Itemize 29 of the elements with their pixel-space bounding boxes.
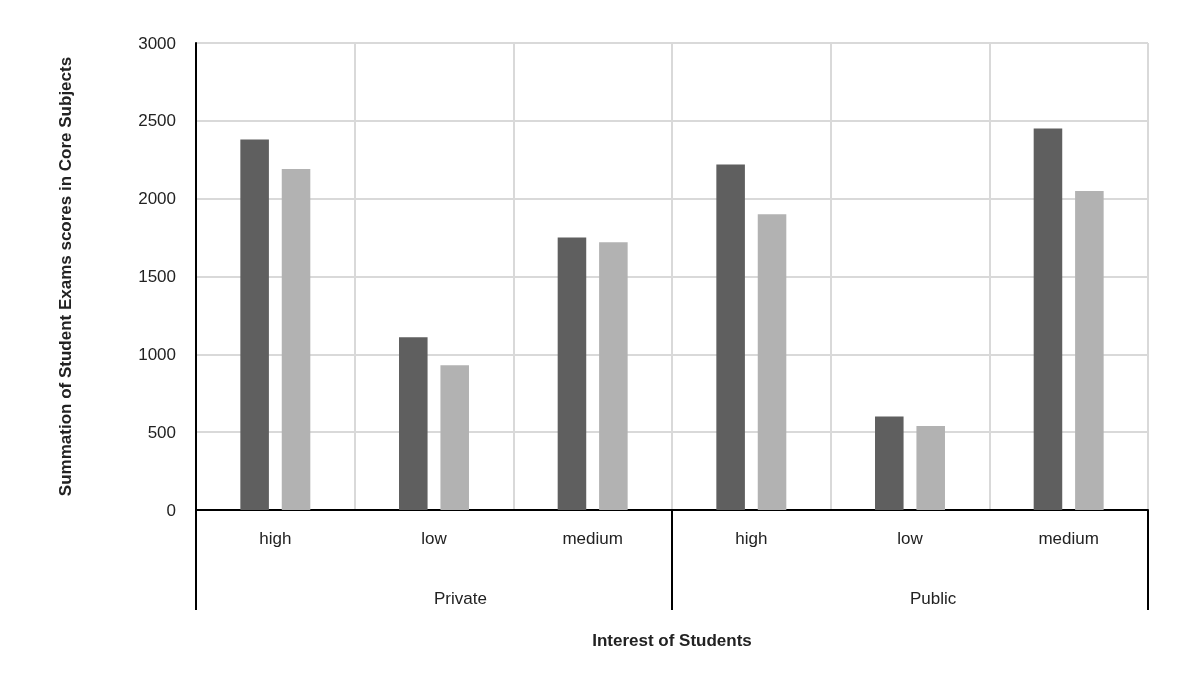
bar [916, 425, 945, 510]
bar [281, 169, 311, 510]
y-tick-label: 500 [147, 422, 176, 442]
y-tick-label: 2500 [138, 111, 176, 131]
y-tick-label: 0 [166, 500, 176, 520]
x-tick-label: low [897, 529, 924, 548]
bar [1075, 190, 1104, 510]
y-tick-label: 1000 [138, 344, 176, 364]
y-axis-title: Summation of Student Exams scores in Core Subjects [55, 56, 75, 497]
x-tick-label: high [735, 529, 768, 548]
bar [716, 164, 745, 510]
bar [757, 214, 787, 510]
x-axis-title: Interest of Students [592, 631, 752, 650]
bar [399, 337, 428, 510]
y-tick-label: 3000 [138, 33, 176, 53]
x-tick-label: high [259, 529, 292, 548]
bar [875, 416, 904, 510]
text: Private [433, 589, 487, 608]
x-tick-label: medium [1038, 529, 1099, 548]
bar [440, 365, 469, 510]
y-tick-label: 2000 [138, 189, 176, 209]
bar [557, 237, 587, 510]
text: Public [909, 589, 957, 608]
x-tick-label: medium [562, 529, 623, 548]
bar [240, 139, 269, 510]
bar [599, 242, 628, 510]
x-tick-label: low [421, 529, 448, 548]
bar [1033, 128, 1063, 510]
y-tick-label: 1500 [138, 267, 176, 286]
